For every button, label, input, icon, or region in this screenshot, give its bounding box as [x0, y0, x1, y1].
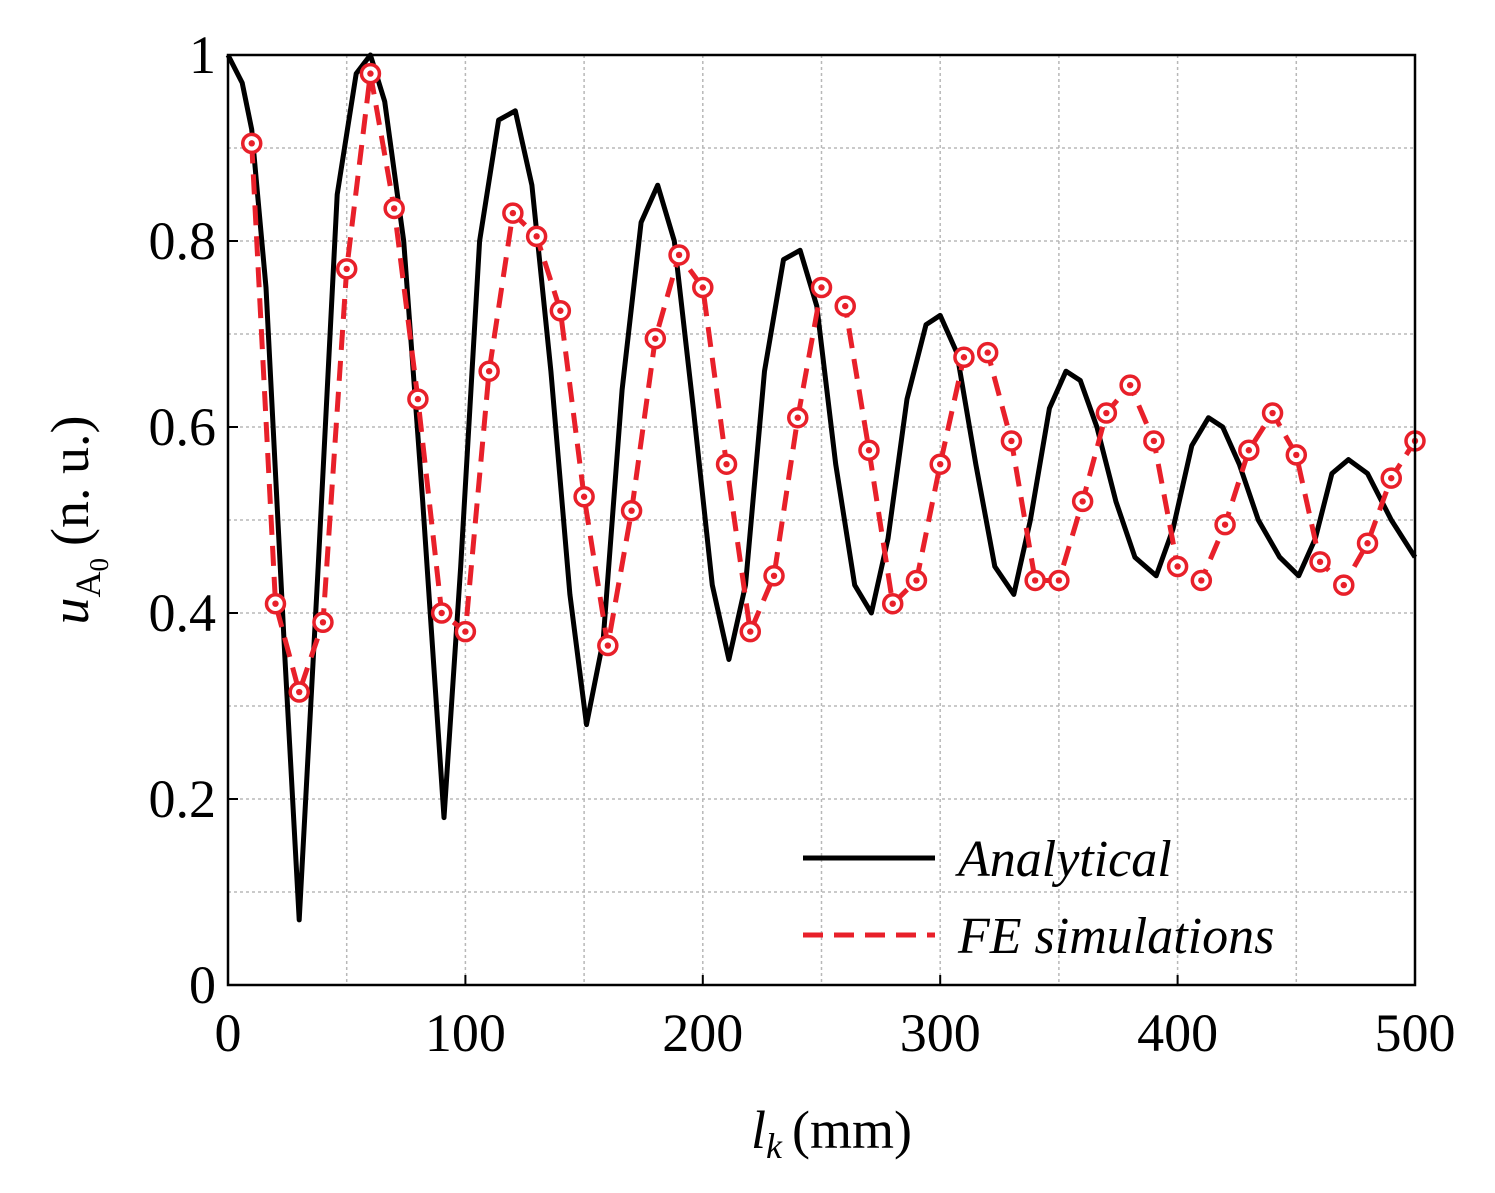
fe-marker-dot — [580, 493, 588, 500]
y-axis-subsub: 0 — [84, 558, 114, 572]
fe-marker-dot — [747, 628, 754, 635]
fe-marker-dot — [794, 414, 801, 421]
y-tick-label: 1 — [189, 25, 216, 85]
x-tick-label: 400 — [1137, 1003, 1218, 1063]
fe-marker-dot — [984, 349, 991, 356]
x-tick-label: 100 — [425, 1003, 506, 1063]
fe-marker-dot — [889, 600, 896, 607]
plot-frame — [226, 53, 1417, 987]
fe-marker-dot — [462, 628, 469, 635]
fe-marker-dot — [509, 209, 517, 217]
fe-marker-dot — [1031, 577, 1039, 584]
x-tick-label: 200 — [662, 1003, 743, 1063]
x-axis-unit: (mm) — [792, 1100, 912, 1160]
x-tick-label: 300 — [900, 1003, 981, 1063]
y-tick-label: 0 — [189, 955, 216, 1015]
x-axis-sub: k — [766, 1126, 783, 1166]
fe-marker-dot — [1008, 437, 1015, 445]
y-axis-sub: A — [68, 571, 108, 597]
fe-marker-dot — [1103, 409, 1110, 417]
fe-marker-dot — [319, 619, 327, 626]
fe-marker-dot — [367, 70, 374, 77]
fe-marker-dot — [960, 354, 968, 361]
y-axis-var: u — [40, 597, 100, 624]
fe-marker-dot — [414, 395, 422, 403]
fe-marker-dot — [1055, 577, 1063, 584]
fe-marker-dot — [770, 572, 778, 579]
x-axis-var: l — [751, 1100, 766, 1160]
fe-marker-dot — [1388, 474, 1395, 482]
y-axis-unit: (n. u.) — [40, 416, 100, 546]
x-tick-label: 0 — [215, 1003, 242, 1063]
fe-marker-dot — [1150, 437, 1158, 445]
fe-marker-dot — [604, 642, 612, 649]
fe-marker-dot — [1316, 558, 1324, 566]
fe-marker-dot — [723, 461, 730, 468]
fe-marker-dot — [272, 600, 279, 607]
legend-label-analytical: Analytical — [955, 831, 1172, 888]
legend: Analytical FE simulations — [803, 831, 1274, 965]
fe-marker-dot — [1245, 447, 1253, 454]
fe-marker-dot — [296, 688, 303, 696]
fe-marker-dot — [1293, 451, 1300, 459]
y-axis-title: uA0 (n. u.) — [40, 416, 114, 625]
fe-marker-dot — [485, 368, 493, 375]
fe-marker-dot — [557, 307, 564, 314]
svg-text:uA0(n. u.): uA0 (n. u.) — [40, 416, 114, 625]
fe-marker-dot — [699, 284, 706, 291]
fe-marker-dot — [652, 335, 659, 342]
fe-marker-dot — [1126, 381, 1134, 389]
fe-marker-dot — [390, 205, 398, 212]
fe-marker-dot — [1079, 498, 1086, 505]
legend-label-fe-simulations: FE simulations — [957, 908, 1274, 965]
fe-marker-dot — [1198, 577, 1205, 584]
x-axis-title: lk (mm) — [751, 1100, 912, 1166]
fe-marker-dot — [818, 284, 825, 291]
fe-marker-dot — [1340, 581, 1347, 589]
fe-marker-dot — [913, 577, 920, 584]
axis-ticks: 0 100 200 300 400 500 0 0.2 0.4 0.6 0.8 1 — [149, 25, 1456, 1063]
fe-marker-dot — [248, 140, 255, 147]
series-layer — [225, 52, 1426, 923]
fe-marker-dot — [533, 233, 540, 240]
fe-marker-dot — [1269, 409, 1276, 417]
x-tick-label: 500 — [1375, 1003, 1456, 1063]
fe-marker-dot — [343, 265, 350, 273]
fe-marker-dot — [842, 302, 849, 310]
fe-marker-dot — [1364, 540, 1371, 547]
fe-marker-dot — [1221, 521, 1229, 528]
fe-marker-dot — [937, 461, 944, 468]
fe-marker-dot — [865, 447, 873, 454]
fe-marker-dot — [1174, 563, 1181, 570]
fe-marker-dot — [675, 251, 683, 259]
y-tick-label: 0.6 — [149, 397, 217, 457]
series-line-analytical — [225, 52, 1418, 923]
y-tick-label: 0.2 — [149, 769, 217, 829]
fe-marker-dot — [628, 507, 635, 514]
y-tick-label: 0.8 — [149, 211, 217, 271]
y-tick-label: 0.4 — [149, 583, 217, 643]
fe-marker-dot — [438, 609, 445, 617]
